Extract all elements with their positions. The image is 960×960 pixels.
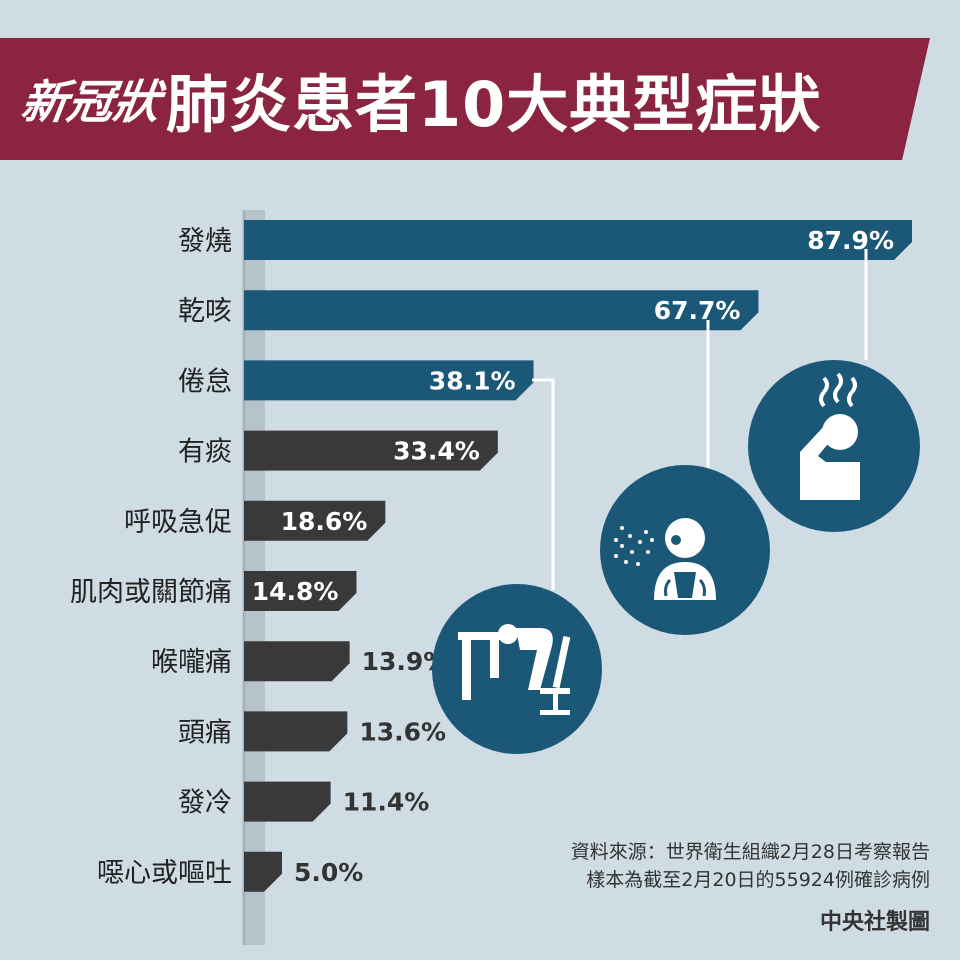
- dry-cough-icon: [614, 518, 716, 600]
- fatigue-illustration: [432, 378, 602, 754]
- category-label: 倦怠: [178, 366, 232, 397]
- category-label: 乾咳: [178, 296, 232, 327]
- fever-icon: [800, 372, 860, 500]
- fatigue-circle: [432, 584, 602, 754]
- category-label: 頭痛: [178, 717, 232, 748]
- category-label: 有痰: [178, 437, 232, 468]
- source-line-1: 資料來源：世界衛生組織2月28日考察報告: [570, 841, 930, 863]
- value-label: 38.1%: [429, 366, 516, 395]
- value-label: 87.9%: [807, 226, 894, 255]
- category-label: 發燒: [178, 226, 232, 257]
- bar-7: [244, 641, 350, 682]
- value-label: 5.0%: [294, 858, 363, 887]
- bar-3: [244, 360, 534, 401]
- bars-group: 發燒 87.9% 乾咳 67.7% 倦怠 38.1% 有痰 33.4% 呼吸急促 18.6% 肌肉或…: [70, 220, 912, 892]
- bar-4: [244, 430, 498, 471]
- credit: 中央社製圖: [819, 910, 930, 935]
- fatigue-icon: [458, 624, 571, 715]
- bar-9: [244, 781, 331, 822]
- fatigue-connector: [532, 378, 555, 590]
- bar-10: [244, 851, 282, 892]
- source-line-2: 樣本為截至2月20日的55924例確診病例: [586, 869, 930, 891]
- bar-1: [244, 220, 912, 260]
- category-label: 呼吸急促: [124, 507, 232, 538]
- fever-illustration: [748, 249, 920, 532]
- dry-cough-illustration: [600, 320, 770, 635]
- category-label: 噁心或嘔吐: [97, 858, 232, 889]
- bar-8: [244, 711, 348, 752]
- value-label: 67.7%: [654, 296, 741, 325]
- source-note: 資料來源：世界衛生組織2月28日考察報告 樣本為截至2月20日的55924例確診…: [571, 838, 930, 894]
- value-label: 33.4%: [393, 437, 480, 466]
- bar-6: [244, 571, 357, 611]
- value-label: 13.6%: [359, 717, 446, 746]
- chart-title: 新冠狀 肺炎患者10大典型症狀: [18, 58, 821, 141]
- value-label: 14.8%: [252, 577, 339, 606]
- bar-5: [244, 500, 386, 541]
- bar-2: [244, 290, 759, 331]
- title-main: 肺炎患者10大典型症狀: [166, 68, 822, 141]
- category-label: 喉嚨痛: [151, 647, 232, 678]
- category-label: 肌肉或關節痛: [70, 577, 232, 608]
- title-banner: 新冠狀 肺炎患者10大典型症狀: [0, 38, 930, 160]
- value-label: 11.4%: [343, 788, 430, 817]
- category-label: 發冷: [178, 788, 232, 819]
- value-label: 18.6%: [281, 507, 368, 536]
